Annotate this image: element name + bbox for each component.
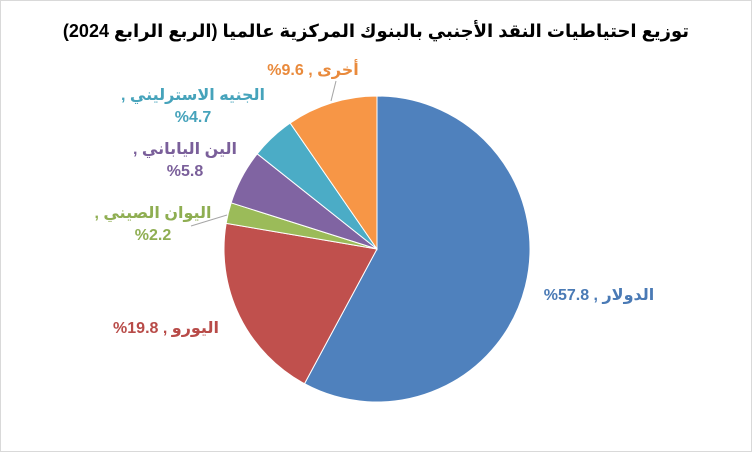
leader-line [330, 80, 337, 102]
data-label: اليوان الصيني , 2.2% [94, 205, 212, 244]
data-label: اليورو , 19.8% [113, 320, 219, 337]
chart-title: توزيع احتياطيات النقد الأجنبي بالبنوك ال… [62, 21, 690, 41]
data-label: الجنيه الاسترليني , 4.7% [121, 87, 265, 126]
data-label: الدولار , 57.8% [543, 287, 655, 304]
leader-line [190, 214, 228, 227]
pie-slice [223, 222, 378, 385]
data-label: أخرى , 9.6% [267, 62, 359, 79]
data-label: الين الياباني , 5.8% [133, 141, 237, 180]
pie-slice [289, 95, 378, 251]
pie-slice [303, 95, 531, 403]
